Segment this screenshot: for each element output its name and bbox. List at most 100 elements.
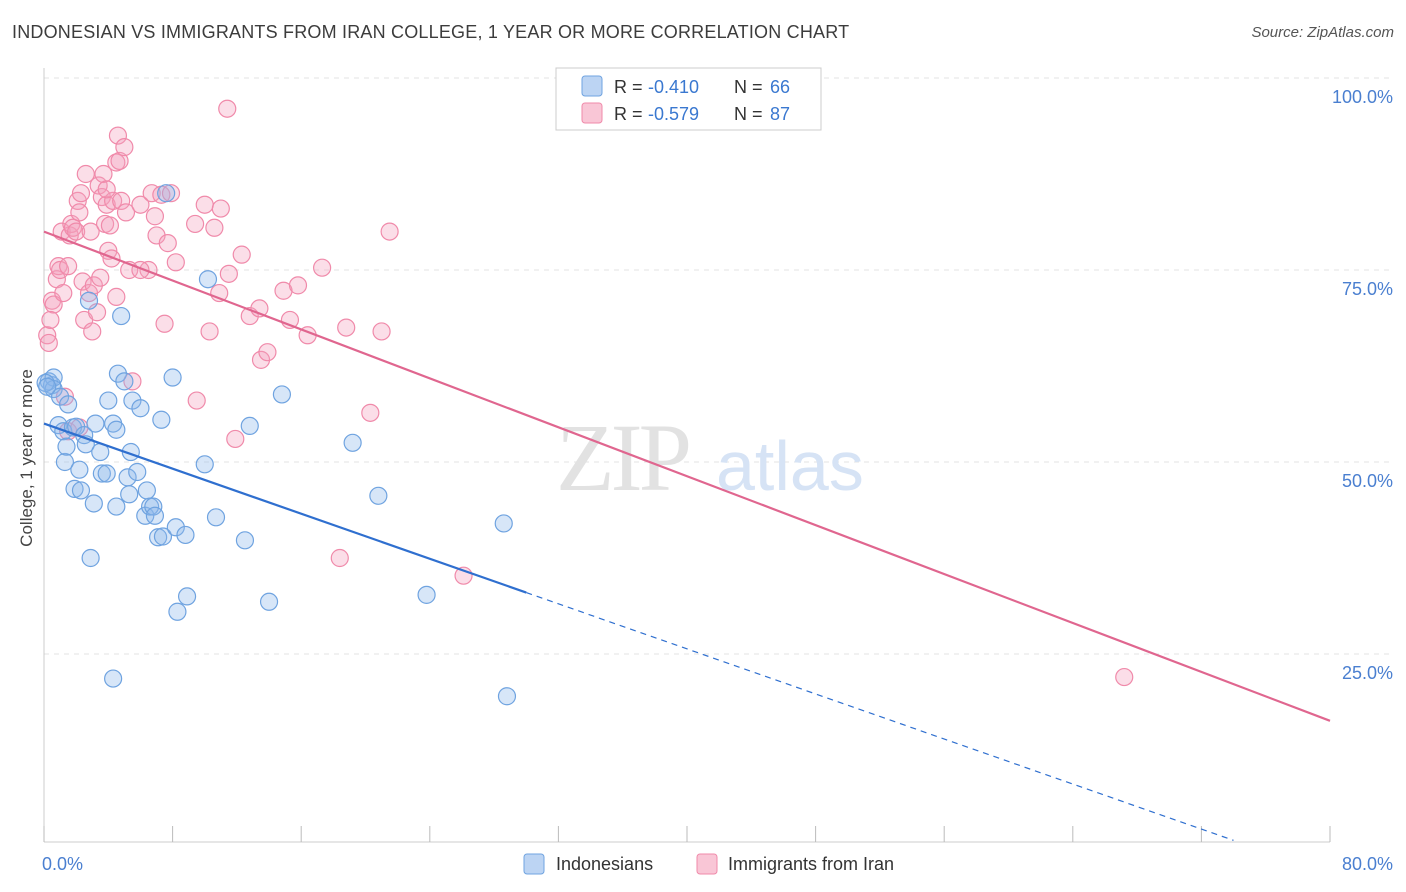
point-iran xyxy=(195,195,214,214)
legend-n-label-1: N = xyxy=(734,77,763,97)
point-iran xyxy=(226,429,245,449)
point-indonesians xyxy=(128,462,147,482)
point-indonesians xyxy=(145,506,165,525)
point-iran xyxy=(100,216,120,235)
point-iran xyxy=(71,184,91,203)
point-iran xyxy=(218,99,237,118)
point-iran xyxy=(59,257,78,276)
point-indonesians xyxy=(97,464,116,483)
point-iran xyxy=(41,310,60,330)
point-iran xyxy=(232,245,251,264)
point-iran xyxy=(155,314,174,333)
point-iran xyxy=(330,548,349,568)
point-indonesians xyxy=(65,479,84,498)
point-indonesians xyxy=(59,395,78,414)
source-credit: Source: ZipAtlas.com xyxy=(1251,24,1394,41)
tick-labels: 25.0% 50.0% 75.0% 100.0% 0.0% 80.0% xyxy=(42,87,1393,874)
x-tick-label: 80.0% xyxy=(1342,854,1393,874)
point-indonesians xyxy=(195,455,214,474)
point-indonesians xyxy=(166,518,185,537)
point-indonesians xyxy=(206,508,226,527)
trend-lines xyxy=(43,230,1331,841)
point-iran xyxy=(97,180,116,199)
point-indonesians xyxy=(177,587,197,606)
point-indonesians xyxy=(198,270,218,289)
point-indonesians xyxy=(153,527,173,546)
bottom-legend: Indonesians Immigrants from Iran xyxy=(523,853,894,875)
point-iran xyxy=(116,203,136,222)
point-indonesians xyxy=(86,414,105,433)
point-iran xyxy=(337,318,356,337)
point-indonesians xyxy=(120,485,139,504)
point-indonesians xyxy=(157,184,176,203)
point-indonesians xyxy=(131,399,150,418)
y-tick-label: 100.0% xyxy=(1332,87,1393,107)
point-iran xyxy=(312,258,332,277)
point-iran xyxy=(94,164,113,184)
point-indonesians xyxy=(71,481,91,500)
y-tick-label: 25.0% xyxy=(1342,663,1393,683)
point-iran xyxy=(161,184,181,203)
point-iran xyxy=(288,276,308,295)
axes xyxy=(43,68,1331,843)
point-iran xyxy=(102,249,121,268)
trend-line-indonesians xyxy=(43,422,527,594)
point-iran xyxy=(108,126,128,145)
bottom-legend-swatch-indonesians xyxy=(523,853,545,875)
legend-r-label-1: R = xyxy=(614,77,643,97)
point-indonesians xyxy=(84,494,103,513)
legend-r-value-2: -0.579 xyxy=(648,104,699,124)
point-indonesians xyxy=(81,548,100,568)
point-iran xyxy=(115,138,134,157)
point-iran xyxy=(70,203,89,222)
point-indonesians xyxy=(115,372,134,391)
point-iran xyxy=(81,222,100,241)
legend-r-value-1: -0.410 xyxy=(648,77,699,97)
point-indonesians xyxy=(240,416,259,436)
point-iran xyxy=(107,287,126,306)
point-iran xyxy=(200,322,219,341)
point-indonesians xyxy=(369,486,388,505)
point-iran xyxy=(110,151,129,171)
point-iran xyxy=(145,207,165,226)
trend-line-indonesians-extension xyxy=(526,591,1234,841)
point-indonesians xyxy=(104,669,123,688)
point-indonesians xyxy=(497,687,517,706)
y-axis-title: College, 1 year or more xyxy=(17,369,36,547)
chart-title: INDONESIAN VS IMMIGRANTS FROM IRAN COLLE… xyxy=(12,22,850,42)
point-indonesians xyxy=(494,514,513,533)
top-legend: R = -0.410 N = 66 R = -0.579 N = 87 xyxy=(555,67,822,131)
legend-swatch-indonesians xyxy=(581,75,603,97)
legend-n-label-2: N = xyxy=(734,104,763,124)
point-indonesians xyxy=(272,385,292,404)
legend-n-value-2: 87 xyxy=(770,104,790,124)
point-iran xyxy=(73,272,92,291)
point-iran xyxy=(112,191,131,210)
bottom-legend-swatch-iran xyxy=(696,853,718,875)
series-iran-points xyxy=(38,99,1134,687)
point-iran xyxy=(258,343,277,362)
point-indonesians xyxy=(57,437,76,456)
y-tick-label: 50.0% xyxy=(1342,471,1393,491)
point-indonesians xyxy=(112,306,131,326)
point-indonesians xyxy=(137,481,156,500)
point-indonesians xyxy=(168,602,187,621)
x-tick-label: 0.0% xyxy=(42,854,83,874)
point-indonesians xyxy=(107,420,126,439)
point-indonesians xyxy=(417,585,436,604)
watermark-atlas: atlas xyxy=(716,427,864,505)
watermark-zip: ZIP xyxy=(556,404,689,511)
point-indonesians xyxy=(55,452,74,472)
point-iran xyxy=(67,222,86,241)
point-iran xyxy=(39,333,58,353)
point-indonesians xyxy=(343,433,362,452)
series-indonesians-points xyxy=(36,184,517,706)
y-tick-label: 75.0% xyxy=(1342,279,1393,299)
point-indonesians xyxy=(259,592,279,611)
point-iran xyxy=(38,326,57,345)
point-indonesians xyxy=(176,525,195,545)
point-iran xyxy=(211,199,230,218)
trend-line-iran xyxy=(43,230,1331,722)
point-indonesians xyxy=(99,391,118,410)
point-iran xyxy=(131,195,150,214)
